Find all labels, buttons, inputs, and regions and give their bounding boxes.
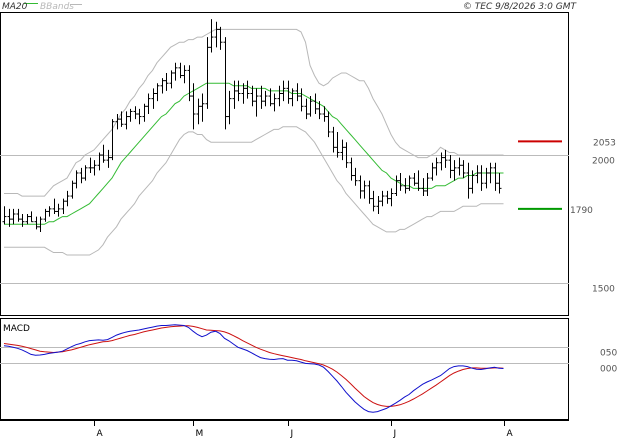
macd-panel-title: MACD (3, 324, 30, 334)
macd-y-tick-label: 050 (600, 349, 617, 359)
resistance-level-label: 2053 (593, 138, 616, 148)
macd-panel-frame (0, 318, 569, 420)
ma20-line (4, 82, 504, 225)
support-level-label: 1790 (570, 206, 593, 216)
ma20-legend-swatch (24, 3, 38, 4)
bbands-upper-line (4, 28, 504, 197)
price-panel-frame (0, 12, 569, 316)
macd-line (3, 324, 504, 413)
macd-panel: MACD 050 000 (0, 318, 617, 420)
month-tick-label: J (393, 429, 397, 439)
bbands-legend-label: BBands (40, 2, 74, 12)
price-y-tick-labels: 2000 1500 (592, 157, 615, 295)
month-tick-label: M (196, 429, 204, 439)
ma20-legend-label: MA20 (2, 2, 28, 12)
price-ohlc-bars (2, 19, 502, 232)
macd-y-tick-label: 000 (600, 365, 617, 375)
bbands-legend-swatch (70, 4, 82, 5)
macd-signal-line (3, 325, 504, 407)
copyright-text: © TEC 9/8/2026 3:0 GMT (463, 2, 578, 12)
month-tick-label: A (97, 429, 104, 439)
price-y-tick-label: 2000 (592, 157, 615, 167)
month-tick-label: J (290, 429, 294, 439)
month-tick-label: A (507, 429, 514, 439)
price-y-tick-label: 1500 (592, 285, 615, 295)
bbands-lower-line (4, 126, 504, 256)
header: MA20 BBands © TEC 9/8/2026 3:0 GMT (2, 2, 577, 12)
macd-y-tick-labels: 050 000 (600, 349, 617, 375)
price-panel: 2000 1500 2053 1790 (0, 12, 616, 316)
macd-gridlines (0, 347, 569, 364)
